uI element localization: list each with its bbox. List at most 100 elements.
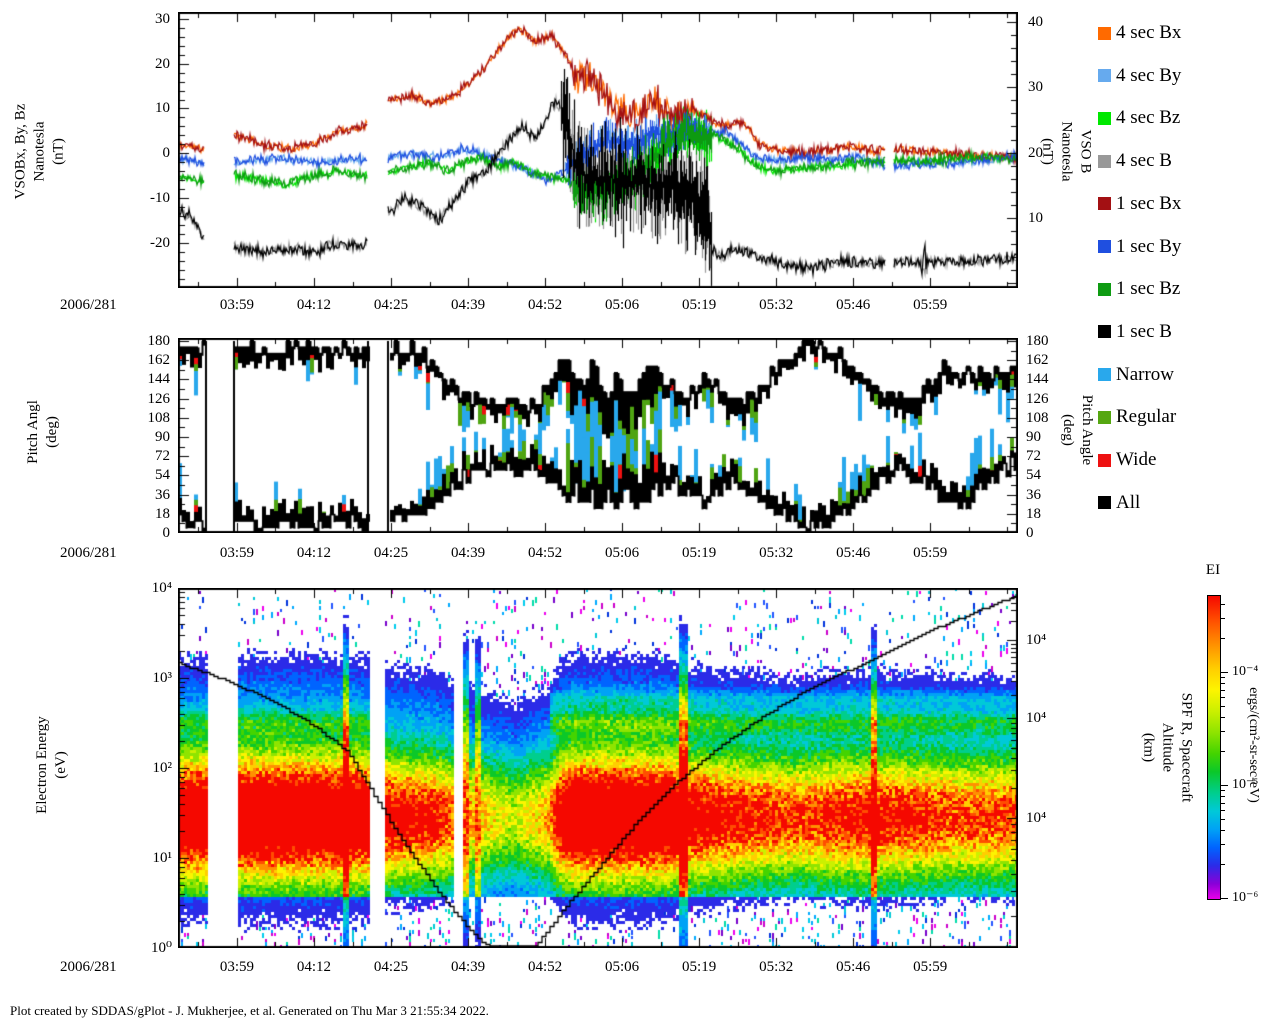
axis-label-line: Electron Energy xyxy=(34,716,50,814)
axis-label-line: (nT) xyxy=(50,138,67,165)
x-tick-label: 04:52 xyxy=(527,545,563,561)
x-tick-label: 05:59 xyxy=(913,297,948,313)
legend-item-regular: Regular xyxy=(1098,406,1176,428)
x-tick-label: 03:59 xyxy=(219,959,255,975)
axis-label-line: Pitch Angle xyxy=(1079,394,1095,466)
x-tick-label: 05:19 xyxy=(682,959,717,975)
axis-label-line: Nanotesla xyxy=(31,121,48,182)
x-tick-label: 05:46 xyxy=(836,545,871,561)
pitch-y-tick-left: 90 xyxy=(155,429,170,445)
date-label: 2006/281 xyxy=(60,297,117,313)
x-tick-label: 04:12 xyxy=(296,959,332,975)
axis-label-line: Altitude xyxy=(1159,722,1176,773)
mag-y-tick-left: -10 xyxy=(150,190,170,207)
colorbar-minor-tick xyxy=(1221,751,1225,752)
legend-swatch-icon xyxy=(1098,69,1111,83)
pitch-y-tick-left: 0 xyxy=(162,525,171,541)
colorbar-major-tick xyxy=(1221,785,1228,786)
pitch-y-tick-right: 54 xyxy=(1026,467,1041,484)
pitch-y-tick-left: 162 xyxy=(147,352,171,369)
pitch-y-tick-right: 36 xyxy=(1026,486,1041,503)
pitch-y-tick-right: 144 xyxy=(1026,371,1049,388)
axis-label-line: (eV) xyxy=(53,751,69,779)
legend-item-4-sec-b: 4 sec B xyxy=(1098,150,1172,172)
x-tick-label: 05:32 xyxy=(759,297,794,313)
pitch-y-axis-label-left: Pitch Angl (deg) xyxy=(24,367,62,497)
colorbar-major-tick xyxy=(1221,672,1228,673)
colorbar xyxy=(1207,595,1221,900)
spec-altitude-axis-label: SPF R, Spacecraft Altitude (km) xyxy=(1139,663,1196,833)
legend-item-1-sec-bz: 1 sec Bz xyxy=(1098,278,1180,300)
colorbar-minor-tick xyxy=(1221,683,1225,684)
legend-label: 1 sec B xyxy=(1116,320,1172,342)
x-tick-label: 05:46 xyxy=(836,297,871,313)
x-tick-label: 05:46 xyxy=(836,959,871,975)
colorbar-tick-label: 10⁻⁶ xyxy=(1232,890,1259,905)
legend-label: 1 sec By xyxy=(1116,235,1182,257)
spec-altitude-tick: 10⁴ xyxy=(1026,632,1047,648)
pitch-y-tick-left: 72 xyxy=(155,448,170,465)
x-tick-label: 04:25 xyxy=(373,297,409,313)
colorbar-minor-tick xyxy=(1221,697,1225,699)
legend-label: Regular xyxy=(1116,406,1177,428)
colorbar-minor-tick xyxy=(1221,677,1225,679)
x-tick-label: 05:32 xyxy=(759,545,794,561)
mag-y-tick-right: 20 xyxy=(1028,144,1043,161)
date-label: 2006/281 xyxy=(60,959,117,975)
spec-y-tick-left: 10³ xyxy=(152,670,173,686)
legend-item-4-sec-by: 4 sec By xyxy=(1098,65,1181,87)
axis-label-line: SPF R, Spacecraft xyxy=(1178,692,1195,803)
legend-label: All xyxy=(1116,491,1141,513)
mag-y-tick-right: 40 xyxy=(1028,14,1043,30)
axis-label-line: (deg) xyxy=(44,416,60,448)
spec-y-axis-label-left: Electron Energy (eV) xyxy=(33,675,87,855)
pitch-y-tick-left: 126 xyxy=(147,390,171,407)
pitch-y-tick-right: 180 xyxy=(1026,333,1049,349)
x-tick-label: 05:06 xyxy=(605,545,640,561)
spec-y-tick-left: 10⁰ xyxy=(150,940,172,956)
x-tick-label: 04:52 xyxy=(527,959,563,975)
legend-swatch-icon xyxy=(1098,197,1111,211)
x-tick-label: 05:59 xyxy=(913,545,948,561)
x-tick-label: 04:39 xyxy=(450,959,486,975)
legend-item-1-sec-by: 1 sec By xyxy=(1098,236,1181,258)
colorbar-minor-tick xyxy=(1221,689,1225,691)
spec-y-tick-left: 10⁴ xyxy=(151,580,172,596)
mag-y-tick-left: 10 xyxy=(155,100,170,117)
colorbar-major-tick xyxy=(1221,898,1228,899)
x-tick-label: 05:32 xyxy=(759,959,794,975)
mag-y-tick-left: 30 xyxy=(155,10,170,27)
legend-swatch-icon xyxy=(1098,154,1111,168)
spec-altitude-tick: 10⁴ xyxy=(1026,810,1047,826)
x-tick-label: 05:06 xyxy=(605,959,640,975)
mag-y-tick-left: 20 xyxy=(155,55,170,72)
spec-y-tick-left: 10² xyxy=(152,760,173,776)
spec-y-tick-left: 10¹ xyxy=(152,850,173,866)
mag-y-tick-right: 10 xyxy=(1028,209,1043,226)
legend-label: 4 sec By xyxy=(1116,64,1182,86)
date-label: 2006/281 xyxy=(60,545,117,561)
legend-item-4-sec-bx: 4 sec Bx xyxy=(1098,22,1181,44)
x-tick-label: 05:06 xyxy=(605,297,640,313)
legend-swatch-icon xyxy=(1098,325,1111,339)
pitch-y-tick-right: 72 xyxy=(1026,448,1041,465)
legend-label: Wide xyxy=(1116,449,1157,470)
x-tick-label: 05:19 xyxy=(682,545,717,561)
legend-swatch-icon xyxy=(1098,410,1111,424)
legend-item-all: All xyxy=(1098,492,1140,514)
legend-label: 4 sec B xyxy=(1116,150,1172,172)
pitch-y-tick-left: 108 xyxy=(147,409,171,426)
x-tick-label: 04:39 xyxy=(450,545,486,561)
colorbar-minor-tick xyxy=(1221,638,1225,639)
spec-altitude-tick: 10⁴ xyxy=(1026,710,1047,726)
mag-y-axis-label-left: VSOBx, By, Bz Nanotesla (nT) xyxy=(12,72,69,232)
pitch-y-tick-right: 162 xyxy=(1026,352,1049,369)
legend-item-narrow: Narrow xyxy=(1098,364,1174,386)
colorbar-minor-tick xyxy=(1221,844,1225,846)
x-tick-label: 05:19 xyxy=(682,297,717,313)
x-tick-label: 04:25 xyxy=(373,959,409,975)
pitch-y-tick-right: 18 xyxy=(1026,505,1041,522)
x-tick-label: 04:12 xyxy=(296,297,332,313)
mag-y-tick-left: -20 xyxy=(150,235,170,252)
x-tick-label: 05:59 xyxy=(913,959,948,975)
